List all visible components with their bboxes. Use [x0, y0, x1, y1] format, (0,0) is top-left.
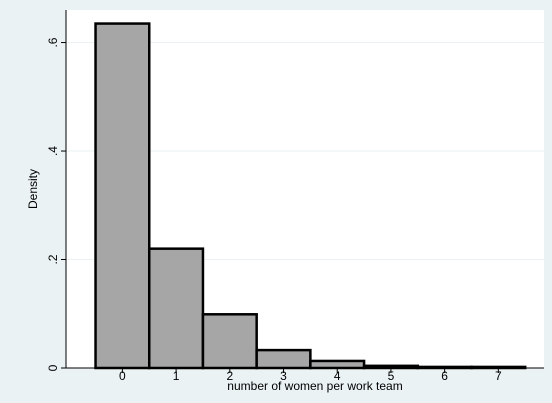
x-tick-label: 2: [226, 369, 233, 383]
x-tick-label: 5: [388, 369, 395, 383]
histogram-bar-0: [94, 22, 151, 370]
x-tick-label: 3: [280, 369, 287, 383]
histogram-bar-1: [147, 247, 205, 370]
x-tick-label: 0: [119, 369, 126, 383]
y-tick-label: .2: [46, 254, 60, 264]
histogram-bar-4: [309, 359, 366, 370]
x-tick-label: 4: [334, 369, 341, 383]
histogram-bar-2: [201, 313, 258, 370]
y-tick-label: .4: [46, 146, 60, 156]
x-tick-label: 6: [441, 369, 448, 383]
x-axis-title: number of women per work team: [227, 379, 402, 393]
axes: 0 .2 .4 .6 0 1 2 3 4 5 6 7: [46, 10, 544, 383]
y-axis-title: Density: [26, 169, 40, 209]
histogram-bar-3: [255, 348, 312, 370]
y-tick-label: 0: [46, 364, 60, 371]
y-tick-label: .6: [46, 37, 60, 47]
x-tick-label: 7: [495, 369, 502, 383]
x-tick-label: 1: [173, 369, 180, 383]
